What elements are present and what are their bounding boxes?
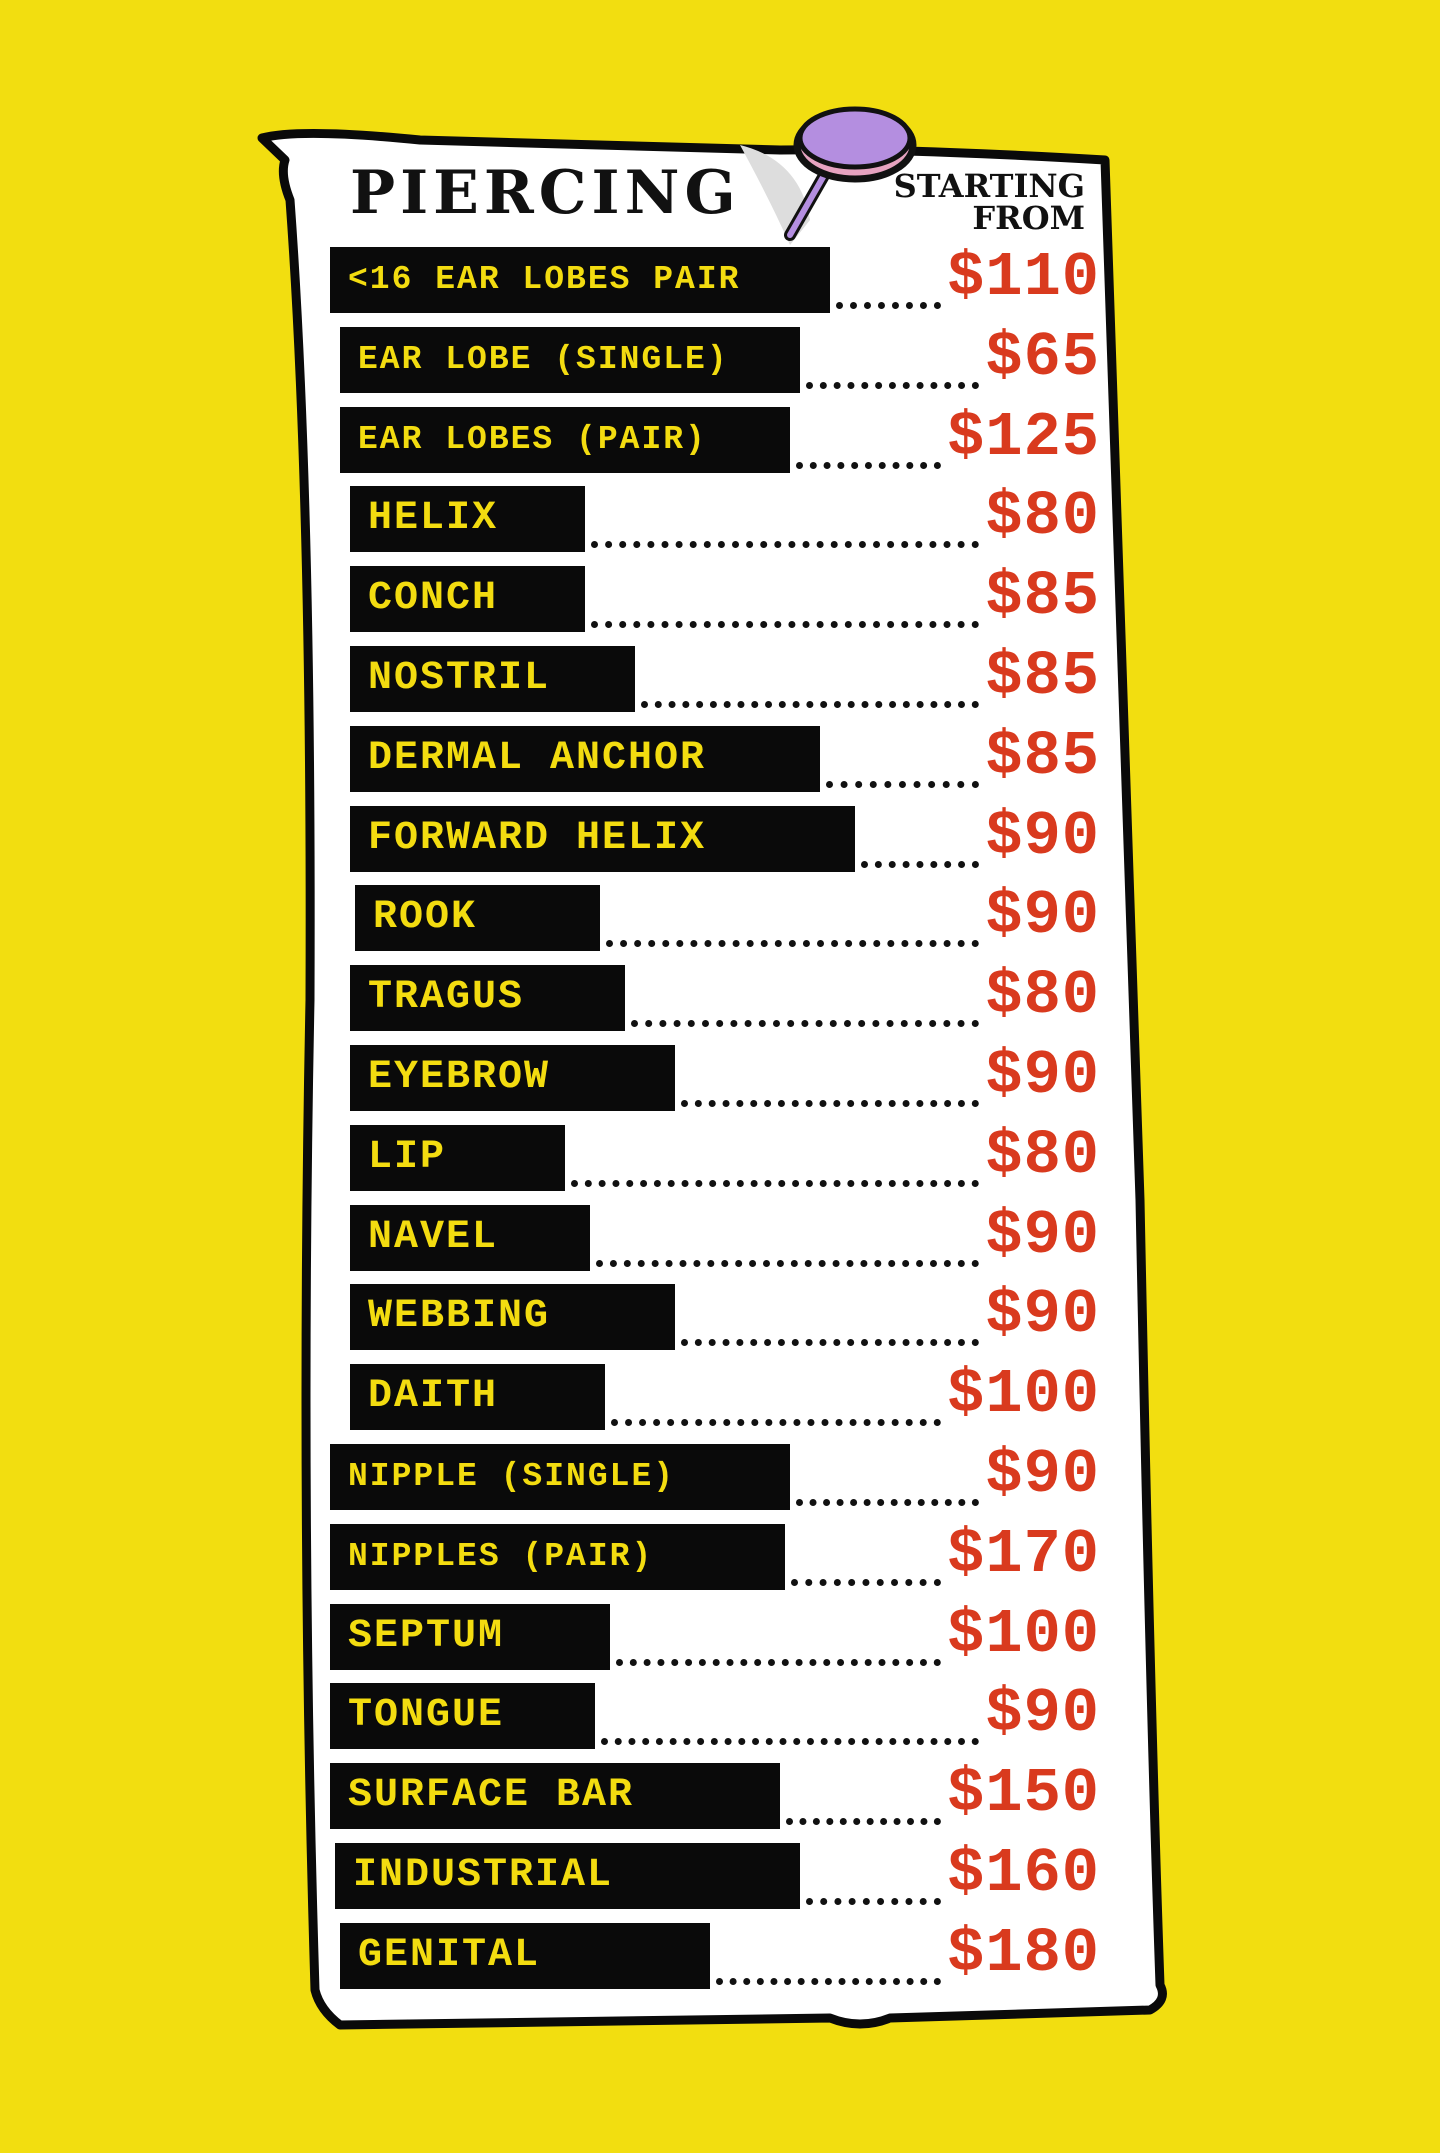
item-label: NAVEL	[350, 1204, 590, 1271]
dotted-leader	[681, 1100, 980, 1107]
item-price: $80	[985, 481, 1100, 553]
item-price: $100	[947, 1359, 1100, 1431]
price-list-item: FORWARD HELIX $90	[350, 800, 1100, 872]
item-label: FORWARD HELIX	[350, 805, 855, 872]
starting-from-label: STARTING FROM	[855, 170, 1085, 234]
price-list-item: DERMAL ANCHOR $85	[350, 720, 1100, 792]
dotted-leader	[796, 461, 942, 469]
item-price: $160	[947, 1838, 1100, 1909]
dotted-leader	[591, 621, 980, 629]
dotted-leader	[861, 860, 980, 868]
item-price: $90	[985, 1279, 1100, 1351]
dotted-leader	[591, 541, 980, 549]
item-label: ROOK	[355, 885, 600, 952]
item-label: WEBBING	[350, 1284, 675, 1351]
item-price: $180	[947, 1917, 1100, 1989]
dotted-leader	[796, 1499, 980, 1506]
price-list-item: NIPPLES (PAIR) $170	[330, 1518, 1100, 1590]
price-list-item: CONCH $85	[350, 561, 1100, 633]
item-label: GENITAL	[340, 1922, 710, 1989]
price-list-item: ROOK $90	[355, 880, 1100, 952]
item-label: LIP	[350, 1124, 565, 1191]
price-list-item: NIPPLE (SINGLE) $90	[330, 1439, 1100, 1510]
item-price: $150	[947, 1758, 1100, 1830]
item-label: CONCH	[350, 566, 585, 633]
item-price: $65	[985, 321, 1100, 393]
item-label: EYEBROW	[350, 1045, 675, 1111]
price-list-item: GENITAL $180	[340, 1917, 1100, 1989]
item-price: $170	[947, 1518, 1100, 1590]
dotted-leader	[596, 1259, 980, 1267]
dotted-leader	[641, 701, 980, 708]
item-label: NIPPLE (SINGLE)	[330, 1444, 790, 1510]
item-price: $80	[985, 960, 1100, 1032]
dotted-leader	[606, 940, 980, 948]
price-list-item: SURFACE BAR $150	[330, 1758, 1100, 1830]
dotted-leader	[716, 1977, 942, 1985]
price-list-item: NOSTRIL $85	[350, 641, 1100, 712]
item-label: INDUSTRIAL	[335, 1843, 800, 1909]
price-list-item: SEPTUM $100	[330, 1598, 1100, 1670]
item-label: EAR LOBES (PAIR)	[340, 406, 790, 473]
price-list-item: <16 EAR LOBES PAIR $110	[330, 242, 1100, 313]
item-label: SEPTUM	[330, 1603, 610, 1670]
price-list-item: TONGUE $90	[330, 1678, 1100, 1750]
item-label: DERMAL ANCHOR	[350, 725, 820, 792]
price-list-item: LIP $80	[350, 1119, 1100, 1191]
price-list-item: TRAGUS $80	[350, 960, 1100, 1032]
item-label: NIPPLES (PAIR)	[330, 1523, 785, 1590]
item-price: $125	[947, 401, 1100, 473]
item-label: EAR LOBE (SINGLE)	[340, 326, 800, 393]
item-price: $90	[985, 1439, 1100, 1510]
push-pin-icon	[784, 106, 917, 241]
item-price: $85	[985, 561, 1100, 633]
price-list-item: DAITH $100	[350, 1359, 1100, 1431]
dotted-leader	[806, 1898, 942, 1905]
item-price: $85	[985, 641, 1100, 712]
price-list-item: HELIX $80	[350, 481, 1100, 553]
item-label: <16 EAR LOBES PAIR	[330, 247, 830, 313]
price-list-item: INDUSTRIAL $160	[335, 1838, 1100, 1909]
item-label: HELIX	[350, 486, 585, 553]
item-price: $90	[985, 1040, 1100, 1111]
item-price: $90	[985, 1678, 1100, 1750]
item-label: SURFACE BAR	[330, 1763, 780, 1830]
dotted-leader	[826, 780, 980, 788]
dotted-leader	[631, 1020, 980, 1028]
dotted-leader	[611, 1419, 942, 1427]
item-price: $90	[985, 880, 1100, 952]
dotted-leader	[571, 1179, 980, 1187]
subtitle-line-1: STARTING	[893, 167, 1085, 205]
dotted-leader	[806, 381, 980, 389]
price-list-item: EYEBROW $90	[350, 1040, 1100, 1111]
item-label: TRAGUS	[350, 965, 625, 1032]
item-label: TONGUE	[330, 1683, 595, 1750]
price-list-item: EAR LOBE (SINGLE) $65	[340, 321, 1100, 393]
dotted-leader	[616, 1658, 942, 1666]
price-list-item: EAR LOBES (PAIR) $125	[340, 401, 1100, 473]
dotted-leader	[601, 1738, 980, 1746]
dotted-leader	[786, 1818, 942, 1826]
item-price: $110	[947, 242, 1100, 313]
item-price: $80	[985, 1119, 1100, 1191]
item-label: DAITH	[350, 1364, 605, 1431]
item-price: $100	[947, 1598, 1100, 1670]
item-price: $90	[985, 1199, 1100, 1271]
price-list-item: NAVEL $90	[350, 1199, 1100, 1271]
dotted-leader	[836, 302, 942, 309]
item-price: $85	[985, 720, 1100, 792]
dotted-leader	[791, 1578, 942, 1586]
page-title: PIERCING	[350, 158, 741, 228]
item-price: $90	[985, 800, 1100, 872]
subtitle-line-2: FROM	[972, 199, 1085, 237]
item-label: NOSTRIL	[350, 646, 635, 712]
dotted-leader	[681, 1339, 980, 1347]
price-list-item: WEBBING $90	[350, 1279, 1100, 1351]
